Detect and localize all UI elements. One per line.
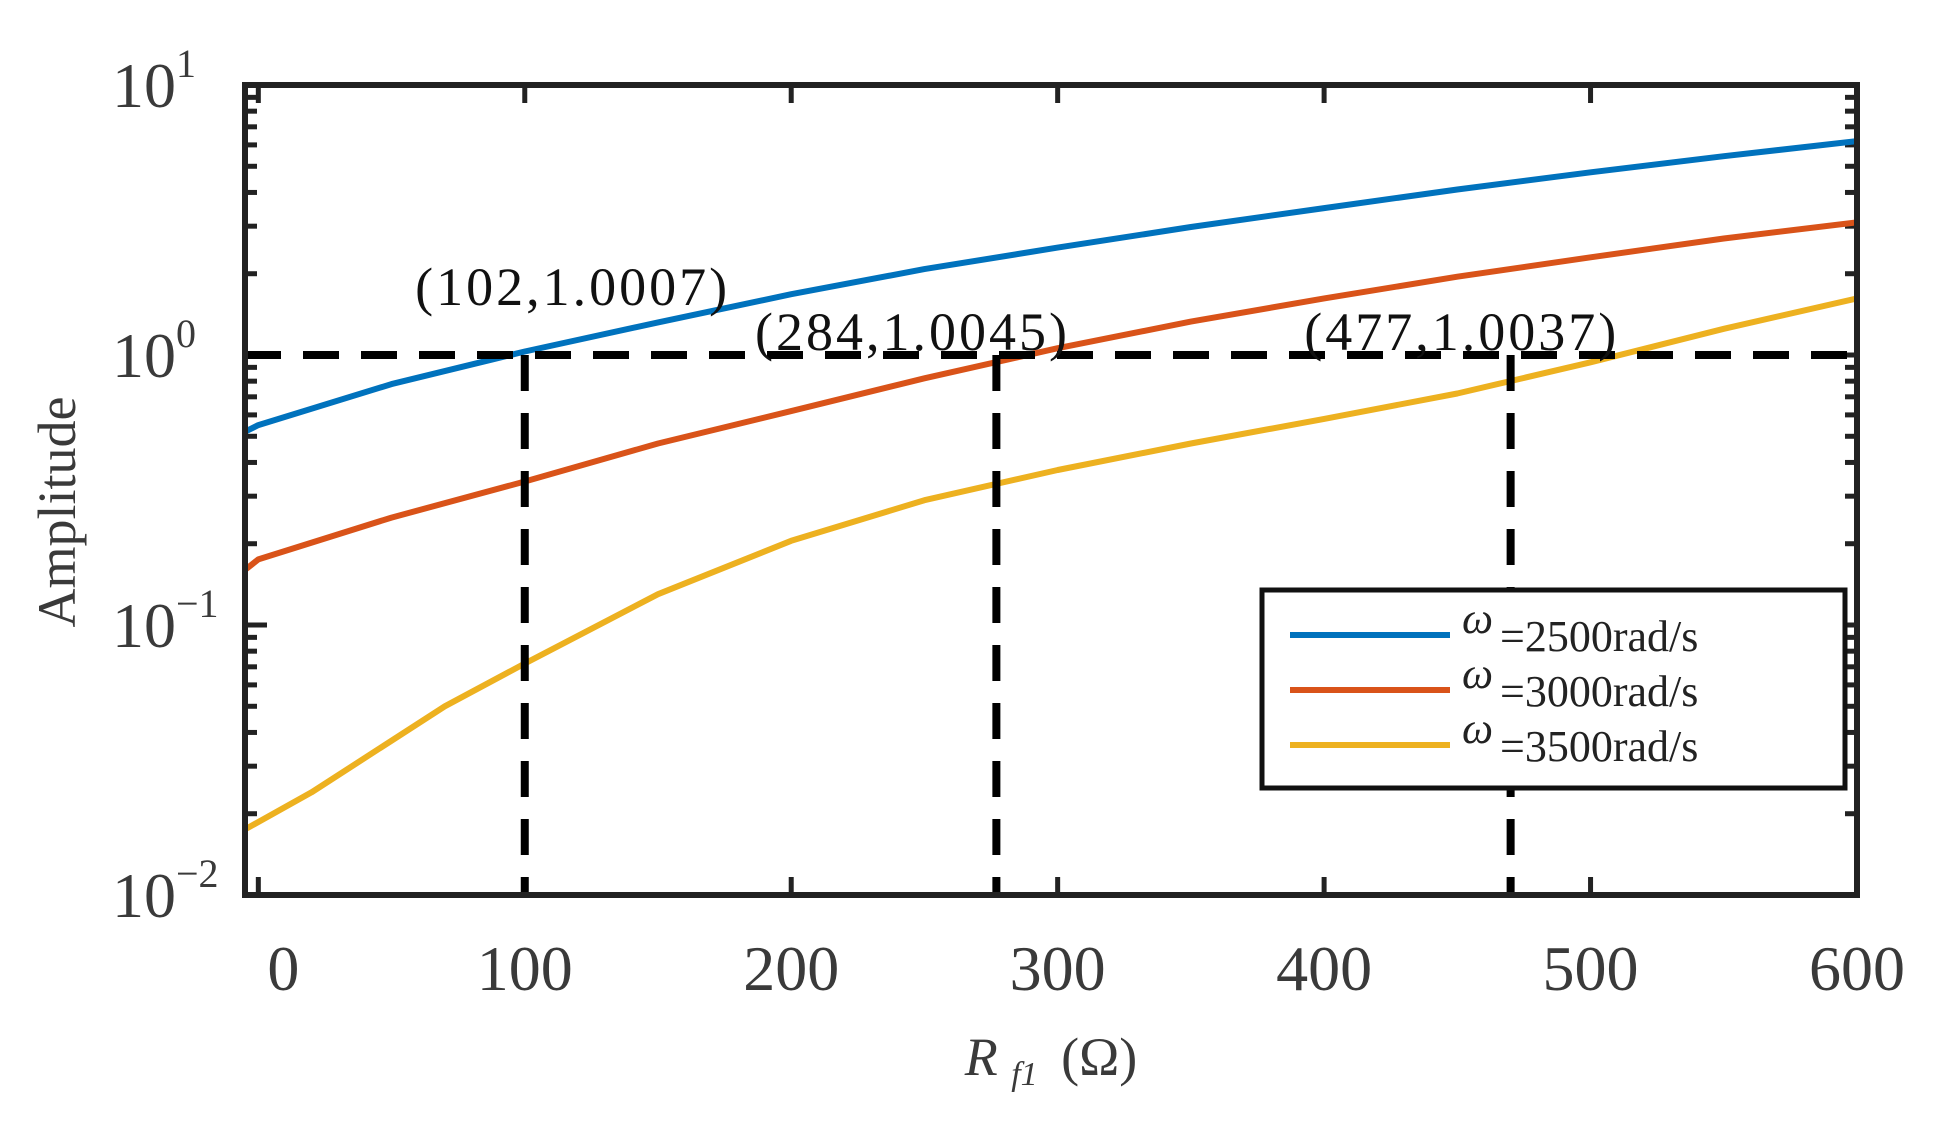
plot-frame [242, 82, 1860, 898]
x-axis-label-main: R [964, 1027, 998, 1087]
x-tick-label: 300 [1010, 933, 1106, 1004]
x-axis-label: R f1 (Ω) [964, 1027, 1138, 1097]
x-tick-label: 600 [1809, 933, 1905, 1004]
reference-lines [245, 351, 1857, 895]
legend-omega-symbol: ω [1462, 594, 1493, 643]
y-tick-exponent: −1 [176, 581, 219, 626]
legend-omega-symbol: ω [1462, 649, 1493, 698]
y-tick-label: 10−1 [112, 581, 219, 661]
y-tick-exponent: −2 [176, 851, 219, 896]
legend: ω =2500rad/sω =3000rad/sω =3500rad/s [1259, 587, 1848, 791]
y-tick-label: 101 [112, 41, 196, 121]
x-tick-label: 400 [1276, 933, 1372, 1004]
x-tick-label: 0 [267, 933, 299, 1004]
y-tick-label: 10−2 [112, 851, 219, 931]
series-line [245, 138, 1857, 435]
x-axis-label-unit: (Ω) [1061, 1027, 1137, 1087]
legend-label: =3500rad/s [1500, 722, 1698, 771]
series-line [245, 295, 1857, 833]
annotation-label: (477,1.0037) [1304, 302, 1619, 362]
y-tick-exponent: 1 [176, 41, 196, 86]
y-tick-base: 10 [112, 590, 176, 661]
y-tick-label: 100 [112, 311, 196, 391]
x-tick-label: 200 [743, 933, 839, 1004]
legend-label: =2500rad/s [1500, 612, 1698, 661]
y-tick-exponent: 0 [176, 311, 196, 356]
x-axis-label-sub: f1 [1011, 1056, 1037, 1093]
annotation-label: (102,1.0007) [415, 257, 730, 317]
x-tick-label: 100 [477, 933, 573, 1004]
y-tick-base: 10 [112, 860, 176, 931]
annotation-label: (284,1.0045) [755, 302, 1070, 362]
series-line [245, 219, 1857, 573]
annotations: (102,1.0007) (284,1.0045) (477,1.0037) [415, 257, 1619, 362]
y-axis-label: Amplitude [27, 397, 87, 628]
legend-omega-symbol: ω [1462, 704, 1493, 753]
y-tick-base: 10 [112, 320, 176, 391]
legend-label: =3000rad/s [1500, 667, 1698, 716]
x-tick-label: 500 [1543, 933, 1639, 1004]
series-group [245, 138, 1857, 833]
x-tick-labels: 0 100 200 300 400 500 600 [267, 933, 1905, 1004]
y-tick-base: 10 [112, 50, 176, 121]
